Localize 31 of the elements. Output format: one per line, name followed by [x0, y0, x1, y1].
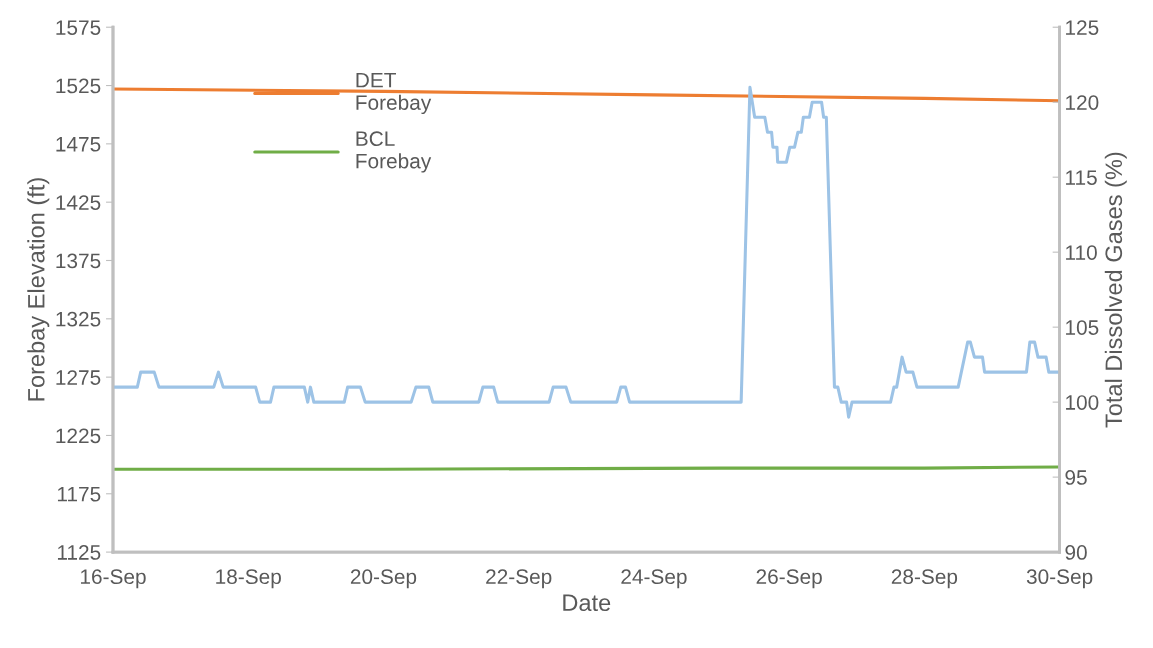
y-tick-label: 1425	[56, 195, 101, 210]
x-tick-label: 30-Sep	[1026, 569, 1093, 589]
y-tick-label: 1325	[56, 311, 101, 327]
y2-tick-label: 125	[1066, 20, 1099, 35]
y-tick-label: 1525	[56, 78, 101, 94]
y2-tick-label: 105	[1066, 320, 1099, 335]
y2-tick-label: 100	[1066, 395, 1099, 410]
y-tick-label: 1475	[56, 137, 101, 152]
y-tick-label: 1275	[56, 370, 101, 385]
y-tick-label: 1175	[57, 486, 101, 502]
x-axis-title: Date	[563, 594, 611, 612]
y2-tick-label: 90	[1065, 545, 1087, 560]
x-tick-label: 24-Sep	[621, 569, 687, 589]
x-tick-label: 20-Sep	[350, 569, 417, 589]
x-tick-label: 26-Sep	[756, 569, 822, 589]
y-tick-label: 1225	[56, 428, 101, 444]
legend-label: BCL Forebay	[356, 131, 432, 173]
y2-tick-label: 95	[1065, 470, 1087, 485]
y2-tick-label: 120	[1066, 95, 1099, 110]
y2-axis-title: Total Dissolved Gases (%)	[1104, 152, 1127, 428]
y2-tick-label: 110	[1066, 245, 1097, 260]
y-tick-label: 1575	[56, 20, 101, 35]
y-tick-label: 1375	[56, 253, 101, 269]
legend-label: DET Forebay	[356, 72, 432, 115]
x-tick-label: 22-Sep	[486, 569, 552, 589]
y-axis-title: Forebay Elevation (ft)	[27, 178, 50, 401]
x-tick-label: 16-Sep	[81, 569, 146, 589]
y-tick-label: 1125	[57, 545, 101, 560]
y2-tick-label: 115	[1066, 170, 1097, 185]
x-tick-label: 18-Sep	[216, 569, 281, 589]
x-tick-label: 28-Sep	[891, 569, 958, 589]
